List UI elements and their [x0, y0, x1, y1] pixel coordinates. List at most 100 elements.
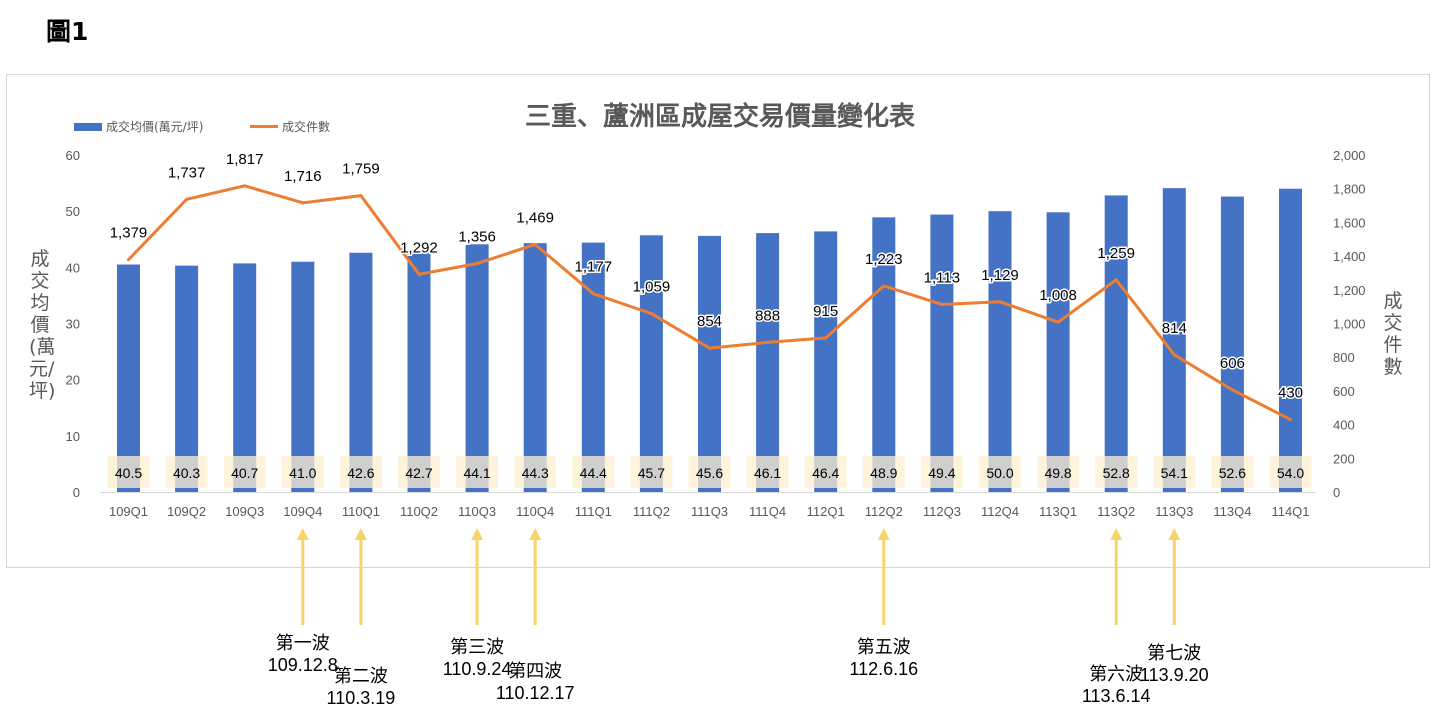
x-tick-label: 109Q2: [167, 504, 206, 519]
wave-name: 第一波: [275, 633, 330, 653]
wave-arrow-head: [877, 528, 890, 540]
x-tick-label: 111Q2: [633, 504, 670, 519]
bar-label-bg: [688, 456, 731, 488]
legend-count-label: 成交件數: [282, 120, 331, 134]
bar-label-bg: [804, 456, 847, 488]
x-tick-label: 112Q2: [865, 504, 903, 519]
bar-label-bg: [107, 456, 150, 488]
wave-arrow-head: [354, 528, 367, 540]
bar-112Q2: [872, 217, 896, 492]
count-value-label: 1,759: [342, 161, 380, 178]
bar-value-label: 48.9: [870, 465, 897, 481]
count-value-label: 854: [697, 313, 722, 330]
count-point-110Q4: [533, 242, 537, 246]
bar-label-bg: [456, 456, 499, 488]
count-value-label: 915: [813, 303, 838, 320]
wave-arrow-head: [1168, 528, 1181, 540]
x-tick-label: 109Q4: [283, 504, 322, 519]
y2-tick-label: 2,000: [1333, 148, 1366, 163]
bar-label-bg: [398, 456, 440, 488]
count-point-109Q2: [185, 197, 189, 201]
bar-111Q2: [639, 235, 663, 492]
y2-tick-label: 1,000: [1333, 317, 1366, 332]
y1-tick-label: 10: [66, 429, 80, 444]
count-point-114Q1: [1289, 418, 1292, 422]
bar-111Q4: [756, 233, 780, 493]
y1-tick-label: 30: [66, 317, 80, 332]
bar-label-bg: [514, 456, 557, 488]
x-tick-label: 110Q1: [342, 504, 380, 519]
bar-110Q2: [407, 252, 431, 492]
count-point-112Q3: [940, 302, 944, 306]
bar-value-label: 42.7: [405, 465, 432, 481]
bar-110Q1: [349, 252, 373, 492]
bar-value-label: 54.0: [1277, 465, 1304, 481]
bar-value-label: 52.8: [1103, 465, 1130, 481]
wave-name: 第四波: [508, 661, 563, 681]
y2-tick-label: 200: [1333, 451, 1355, 466]
count-point-110Q1: [359, 194, 363, 198]
y2-tick-label: 1,600: [1333, 215, 1366, 230]
bar-112Q3: [930, 214, 954, 492]
bar-value-label: 46.4: [812, 465, 839, 481]
wave-arrow-head: [1110, 528, 1123, 540]
legend-price-label: 成交均價(萬元/坪): [106, 120, 204, 134]
count-value-label: 1,737: [168, 164, 206, 181]
bar-113Q3: [1162, 188, 1186, 492]
y1-tick-label: 50: [66, 204, 80, 219]
bar-label-bg: [165, 456, 208, 488]
y2-tick-label: 600: [1333, 384, 1355, 399]
legend-price: 成交均價(萬元/坪): [74, 118, 203, 135]
bar-label-bg: [862, 456, 905, 488]
bar-value-label: 49.4: [928, 465, 955, 481]
bar-value-label: 44.4: [580, 465, 607, 481]
bar-label-bg: [1211, 456, 1254, 488]
bar-110Q3: [465, 244, 489, 492]
legend-price-swatch: [74, 122, 102, 131]
x-tick-label: 110Q2: [400, 504, 438, 519]
y2-axis-title: 成交件數: [1383, 290, 1403, 378]
bar-110Q4: [523, 243, 547, 492]
x-tick-label: 114Q1: [1271, 504, 1309, 519]
wave-label: 第五波 112.6.16: [834, 636, 934, 680]
bar-label-bg: [1269, 456, 1312, 488]
count-point-111Q1: [591, 292, 595, 296]
x-tick-label: 110Q4: [516, 504, 554, 519]
bar-label-bg: [920, 456, 963, 488]
bar-111Q1: [581, 242, 605, 492]
wave-name: 第七波: [1147, 643, 1202, 663]
y1-tick-label: 0: [73, 485, 80, 500]
count-value-label: 1,223: [865, 251, 903, 268]
count-point-109Q3: [243, 184, 247, 188]
y1-tick-label: 40: [66, 260, 80, 275]
wave-name: 第三波: [450, 637, 505, 657]
wave-date: 110.12.17: [495, 683, 575, 703]
count-value-label: 1,716: [284, 168, 322, 185]
wave-arrow-head: [471, 528, 484, 540]
y1-tick-label: 20: [66, 373, 80, 388]
wave-name: 第六波: [1089, 664, 1144, 684]
bar-label-bg: [223, 456, 266, 488]
y2-tick-label: 0: [1333, 485, 1340, 500]
count-point-111Q3: [708, 346, 711, 350]
y1-tick-label: 60: [66, 148, 80, 163]
bar-label-bg: [1095, 456, 1138, 488]
legend-count: 成交件數: [250, 118, 330, 135]
bar-value-label: 45.7: [638, 465, 665, 481]
bar-109Q1: [117, 264, 140, 492]
wave-date: 110.9.24: [442, 659, 512, 679]
bar-value-label: 54.1: [1161, 465, 1188, 481]
x-tick-label: 109Q3: [225, 504, 264, 519]
x-tick-label: 112Q3: [923, 504, 961, 519]
bar-112Q4: [988, 211, 1012, 492]
wave-date: 110.3.19: [326, 688, 396, 708]
wave-label: 第四波 110.12.17: [485, 660, 585, 704]
count-value-label: 1,059: [633, 279, 671, 296]
x-tick-label: 113Q2: [1097, 504, 1135, 519]
count-point-113Q1: [1056, 320, 1060, 324]
bar-114Q1: [1279, 188, 1302, 492]
count-value-label: 888: [755, 307, 780, 324]
count-value-label: 1,379: [110, 225, 148, 242]
bar-112Q1: [814, 231, 838, 493]
y2-tick-label: 1,800: [1333, 182, 1366, 197]
